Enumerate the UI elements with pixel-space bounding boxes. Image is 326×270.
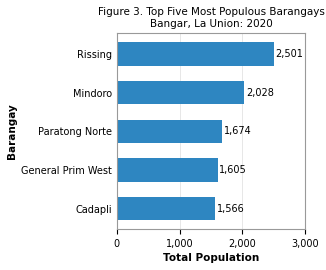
Text: 2,501: 2,501	[275, 49, 304, 59]
Text: 1,566: 1,566	[217, 204, 244, 214]
Y-axis label: Barangay: Barangay	[7, 103, 17, 159]
Bar	[117, 158, 218, 182]
Bar	[117, 81, 244, 104]
Bar	[117, 120, 222, 143]
Bar	[117, 197, 215, 220]
Title: Figure 3. Top Five Most Populous Barangays
Bangar, La Union: 2020: Figure 3. Top Five Most Populous Baranga…	[97, 7, 324, 29]
X-axis label: Total Population: Total Population	[163, 253, 259, 263]
Text: 1,605: 1,605	[219, 165, 247, 175]
Text: 1,674: 1,674	[224, 126, 251, 136]
Text: 2,028: 2,028	[246, 88, 274, 98]
Bar	[117, 42, 274, 66]
